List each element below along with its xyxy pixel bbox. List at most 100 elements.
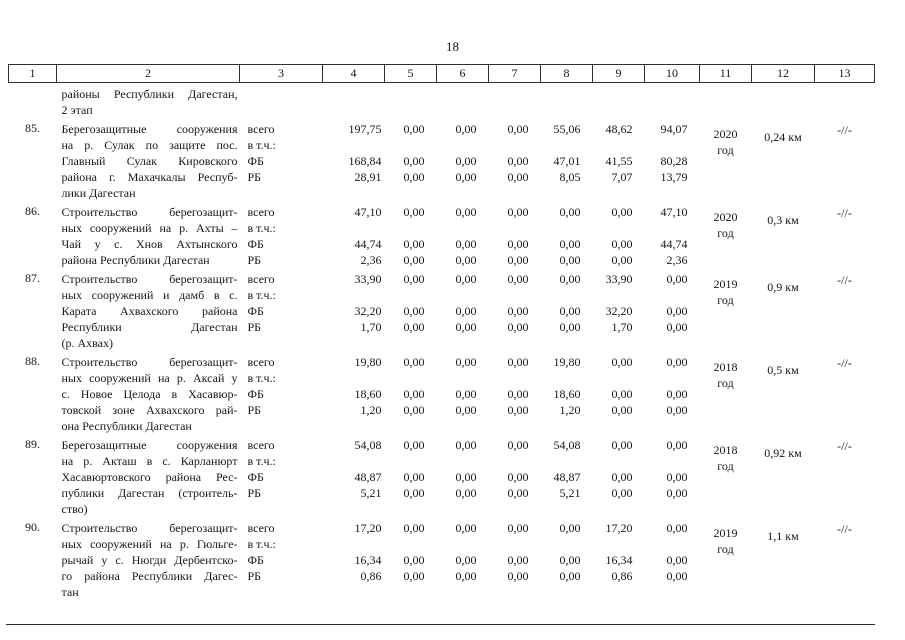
description-line: Главный Сулак Кировского bbox=[61, 154, 238, 168]
funding-source-labels: всего в т.ч.: ФБ РБ bbox=[240, 204, 323, 271]
value-fb: 0,00 bbox=[559, 237, 581, 251]
value-rb: 0,00 bbox=[507, 253, 529, 267]
value-total: 54,08 bbox=[354, 438, 382, 452]
column-number-header: 6 bbox=[436, 64, 489, 83]
year-line: год bbox=[717, 226, 734, 240]
value-total: 0,00 bbox=[455, 122, 477, 136]
value-spacer bbox=[385, 370, 425, 386]
row-number: 87. bbox=[25, 271, 40, 285]
value-rb: 0,00 bbox=[611, 486, 633, 500]
value-spacer bbox=[645, 220, 688, 236]
value-cell-col6: 0,00 0,00 0,00 bbox=[437, 437, 489, 520]
description-line: на р. Сулак по защите пос. bbox=[61, 138, 238, 152]
value-spacer bbox=[593, 137, 633, 153]
description-line: районы Республики Дагестан, bbox=[61, 87, 238, 101]
value-spacer bbox=[437, 137, 477, 153]
value-total: 55,06 bbox=[553, 122, 581, 136]
funding-source-labels: всего в т.ч.: ФБ РБ bbox=[240, 354, 323, 437]
value-fb: 0,00 bbox=[455, 387, 477, 401]
value-fb: 0,00 bbox=[403, 553, 425, 567]
funding-source-label: ФБ bbox=[247, 470, 264, 484]
value-spacer bbox=[593, 287, 633, 303]
year-line: 2020 bbox=[713, 127, 738, 141]
value-fb: 0,00 bbox=[507, 154, 529, 168]
value-rb: 0,00 bbox=[559, 320, 581, 334]
value-cell-col6: 0,00 0,00 0,00 bbox=[437, 520, 489, 603]
value-fb: 0,00 bbox=[559, 304, 581, 318]
continuation-row: районы Республики Дагестан, 2 этап bbox=[9, 83, 875, 122]
value-cell-col10: 0,00 0,00 0,00 bbox=[645, 354, 700, 437]
description-line: она Республики Дагестан bbox=[61, 419, 192, 433]
project-description: Строительство берегозащит-ных сооружений… bbox=[57, 271, 240, 354]
value-cell-col9: 33,90 32,20 1,70 bbox=[593, 271, 645, 354]
project-row: 86. Строительство берегозащит-ных сооруж… bbox=[9, 204, 875, 271]
funding-source-label: в т.ч.: bbox=[247, 537, 276, 551]
length-cell: 0,24 км bbox=[764, 130, 802, 144]
funding-source-labels: всего в т.ч.: ФБ РБ bbox=[240, 271, 323, 354]
continuation-text: районы Республики Дагестан, 2 этап bbox=[57, 83, 240, 122]
project-row: 88. Строительство берегозащит-ных сооруж… bbox=[9, 354, 875, 437]
value-cell-col7: 0,00 0,00 0,00 bbox=[489, 121, 541, 204]
value-spacer bbox=[437, 287, 477, 303]
value-total: 0,00 bbox=[507, 521, 529, 535]
value-rb: 0,00 bbox=[507, 569, 529, 583]
value-fb: 168,84 bbox=[348, 154, 382, 168]
column-number-header: 1 bbox=[8, 64, 57, 83]
value-fb: 0,00 bbox=[455, 304, 477, 318]
value-total: 0,00 bbox=[666, 521, 688, 535]
value-cell-col8: 0,00 0,00 0,00 bbox=[541, 271, 593, 354]
value-spacer bbox=[645, 536, 688, 552]
year-line: год bbox=[717, 376, 734, 390]
note-cell: -//- bbox=[837, 356, 852, 370]
description-line: лики Дагестан bbox=[61, 186, 136, 200]
value-spacer bbox=[541, 137, 581, 153]
value-cell-col4: 33,90 32,20 1,70 bbox=[323, 271, 385, 354]
year-line: год bbox=[717, 143, 734, 157]
note-cell: -//- bbox=[837, 206, 852, 220]
note-cell: -//- bbox=[837, 522, 852, 536]
description-line: товской зоне Ахвахского рай- bbox=[61, 403, 238, 417]
funding-source-label: в т.ч.: bbox=[247, 371, 276, 385]
value-cell-col4: 17,20 16,34 0,86 bbox=[323, 520, 385, 603]
funding-source-label: всего bbox=[247, 272, 275, 286]
value-cell-col4: 197,75 168,84 28,91 bbox=[323, 121, 385, 204]
value-total: 0,00 bbox=[403, 521, 425, 535]
value-spacer bbox=[541, 453, 581, 469]
value-rb: 5,21 bbox=[360, 486, 382, 500]
column-number-header: 13 bbox=[814, 64, 875, 83]
value-spacer bbox=[385, 287, 425, 303]
description-line: ных сооружений на р. Ахты – bbox=[61, 221, 238, 235]
description-line: ных сооружений на р. Аксай у bbox=[61, 371, 238, 385]
value-fb: 0,00 bbox=[507, 237, 529, 251]
value-cell-col10: 0,00 0,00 0,00 bbox=[645, 271, 700, 354]
year-line: 2018 bbox=[713, 360, 738, 374]
value-rb: 1,70 bbox=[360, 320, 382, 334]
value-rb: 0,00 bbox=[666, 320, 688, 334]
year-line: год bbox=[717, 542, 734, 556]
value-spacer bbox=[385, 220, 425, 236]
value-rb: 2,36 bbox=[666, 253, 688, 267]
value-fb: 0,00 bbox=[666, 470, 688, 484]
commissioning-year-cell: 2020 год bbox=[700, 204, 752, 271]
column-number-header: 11 bbox=[699, 64, 752, 83]
year-line: 2020 bbox=[713, 210, 738, 224]
description-line: го района Республики Дагес- bbox=[61, 569, 238, 583]
year-line: год bbox=[717, 459, 734, 473]
value-total: 0,00 bbox=[507, 205, 529, 219]
value-spacer bbox=[541, 220, 581, 236]
value-cell-col8: 0,00 0,00 0,00 bbox=[541, 204, 593, 271]
value-total: 0,00 bbox=[611, 355, 633, 369]
funding-source-label: РБ bbox=[247, 569, 262, 583]
value-total: 17,20 bbox=[354, 521, 382, 535]
description-line: Берегозащитные сооружения bbox=[61, 122, 238, 136]
value-spacer bbox=[645, 370, 688, 386]
value-rb: 0,00 bbox=[455, 403, 477, 417]
value-total: 0,00 bbox=[559, 205, 581, 219]
value-fb: 16,34 bbox=[354, 553, 382, 567]
value-total: 0,00 bbox=[611, 438, 633, 452]
table-header: 1 2 3 4 5 6 7 8 9 10 11 12 13 bbox=[8, 64, 875, 83]
value-rb: 0,00 bbox=[559, 253, 581, 267]
value-fb: 0,00 bbox=[507, 304, 529, 318]
value-rb: 0,00 bbox=[455, 170, 477, 184]
column-number-header: 10 bbox=[644, 64, 700, 83]
